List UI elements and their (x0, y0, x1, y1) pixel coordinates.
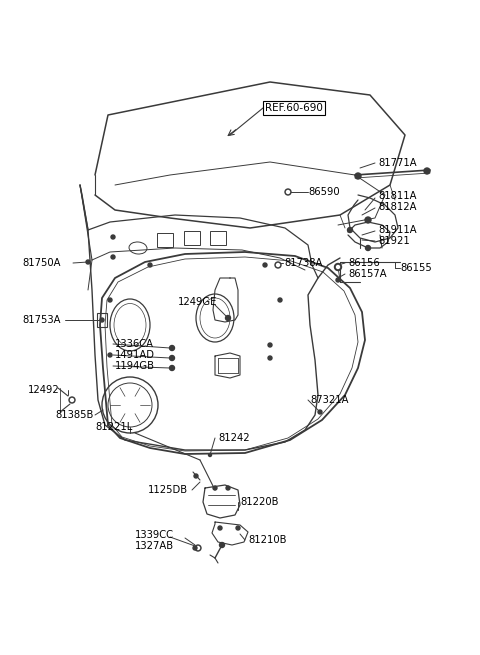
Circle shape (100, 318, 104, 322)
Circle shape (218, 526, 222, 530)
Text: 86590: 86590 (308, 187, 340, 197)
Text: 81753A: 81753A (22, 315, 60, 325)
Circle shape (213, 486, 217, 490)
Circle shape (169, 365, 175, 371)
Text: 81242: 81242 (218, 433, 250, 443)
Circle shape (268, 343, 272, 347)
Text: 81812A: 81812A (378, 202, 417, 212)
Text: 81220B: 81220B (240, 497, 278, 507)
Circle shape (285, 189, 291, 195)
Text: 81385B: 81385B (55, 410, 94, 420)
Circle shape (236, 526, 240, 530)
Circle shape (219, 542, 225, 548)
Circle shape (278, 298, 282, 302)
Text: 1327AB: 1327AB (135, 541, 174, 551)
Circle shape (193, 546, 197, 550)
Circle shape (263, 263, 267, 267)
Text: 81921: 81921 (378, 236, 410, 246)
Circle shape (336, 278, 340, 282)
Circle shape (169, 356, 175, 360)
Circle shape (287, 191, 289, 193)
Circle shape (275, 262, 281, 268)
Circle shape (148, 263, 152, 267)
Text: 1491AD: 1491AD (115, 350, 155, 360)
Circle shape (226, 316, 230, 320)
Text: 81771A: 81771A (378, 158, 417, 168)
Text: 1336CA: 1336CA (115, 339, 154, 349)
Circle shape (226, 486, 230, 490)
Text: 1194GB: 1194GB (115, 361, 155, 371)
Circle shape (69, 397, 75, 403)
Text: 81911A: 81911A (378, 225, 417, 235)
Text: 81221L: 81221L (95, 422, 132, 432)
Circle shape (276, 263, 279, 267)
Text: 12492: 12492 (28, 385, 60, 395)
Circle shape (108, 298, 112, 302)
Circle shape (335, 263, 341, 271)
Text: 1125DB: 1125DB (148, 485, 188, 495)
Circle shape (194, 474, 198, 478)
Circle shape (169, 345, 175, 350)
Text: 1339CC: 1339CC (135, 530, 174, 540)
Circle shape (195, 545, 201, 551)
Text: 86155: 86155 (400, 263, 432, 273)
Circle shape (424, 168, 430, 174)
Circle shape (348, 227, 352, 233)
Text: 87321A: 87321A (310, 395, 348, 405)
Text: 1249GE: 1249GE (178, 297, 217, 307)
Text: 86157A: 86157A (348, 269, 386, 279)
Circle shape (365, 217, 371, 223)
Circle shape (111, 255, 115, 259)
Circle shape (111, 235, 115, 239)
Text: 81750A: 81750A (22, 258, 60, 268)
Circle shape (71, 398, 73, 402)
Circle shape (336, 265, 339, 269)
Circle shape (208, 453, 212, 457)
Text: 86156: 86156 (348, 258, 380, 268)
Circle shape (268, 356, 272, 360)
Text: 81210B: 81210B (248, 535, 287, 545)
Circle shape (108, 353, 112, 357)
Circle shape (318, 410, 322, 414)
Circle shape (365, 246, 371, 250)
Text: 81811A: 81811A (378, 191, 417, 201)
Circle shape (355, 173, 361, 179)
Circle shape (86, 260, 90, 264)
Text: 81738A: 81738A (284, 258, 323, 268)
Text: REF.60-690: REF.60-690 (265, 103, 323, 113)
Circle shape (196, 546, 200, 550)
